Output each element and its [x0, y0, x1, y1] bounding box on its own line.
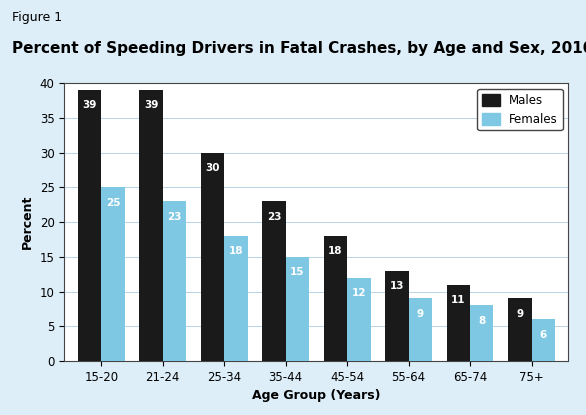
Bar	[263, 201, 286, 361]
Bar	[532, 320, 555, 361]
Text: 23: 23	[267, 212, 281, 222]
Bar	[470, 305, 493, 361]
Text: 15: 15	[290, 267, 305, 277]
Legend: Males, Females: Males, Females	[477, 89, 563, 130]
Bar	[163, 201, 186, 361]
Bar	[447, 285, 470, 361]
Bar	[324, 236, 347, 361]
Text: 8: 8	[478, 316, 485, 326]
Text: 39: 39	[144, 100, 158, 110]
Text: 18: 18	[229, 247, 243, 256]
Bar	[78, 90, 101, 361]
Bar	[201, 152, 224, 361]
Text: 23: 23	[167, 212, 182, 222]
Text: 9: 9	[516, 309, 523, 319]
Text: 13: 13	[390, 281, 404, 291]
Bar	[139, 90, 163, 361]
Bar	[286, 257, 309, 361]
Text: Figure 1: Figure 1	[12, 11, 62, 24]
Bar	[101, 187, 125, 361]
Bar	[347, 278, 370, 361]
Text: 6: 6	[540, 330, 547, 340]
Bar	[408, 298, 432, 361]
Text: 39: 39	[83, 100, 97, 110]
Text: 18: 18	[328, 247, 343, 256]
X-axis label: Age Group (Years): Age Group (Years)	[252, 389, 381, 402]
Bar	[508, 298, 532, 361]
Text: 11: 11	[451, 295, 466, 305]
Text: 12: 12	[352, 288, 366, 298]
Bar	[385, 271, 408, 361]
Bar	[224, 236, 248, 361]
Text: 25: 25	[105, 198, 120, 208]
Text: Percent of Speeding Drivers in Fatal Crashes, by Age and Sex, 2010: Percent of Speeding Drivers in Fatal Cra…	[12, 41, 586, 56]
Text: 9: 9	[417, 309, 424, 319]
Y-axis label: Percent: Percent	[21, 195, 35, 249]
Text: 30: 30	[205, 163, 220, 173]
